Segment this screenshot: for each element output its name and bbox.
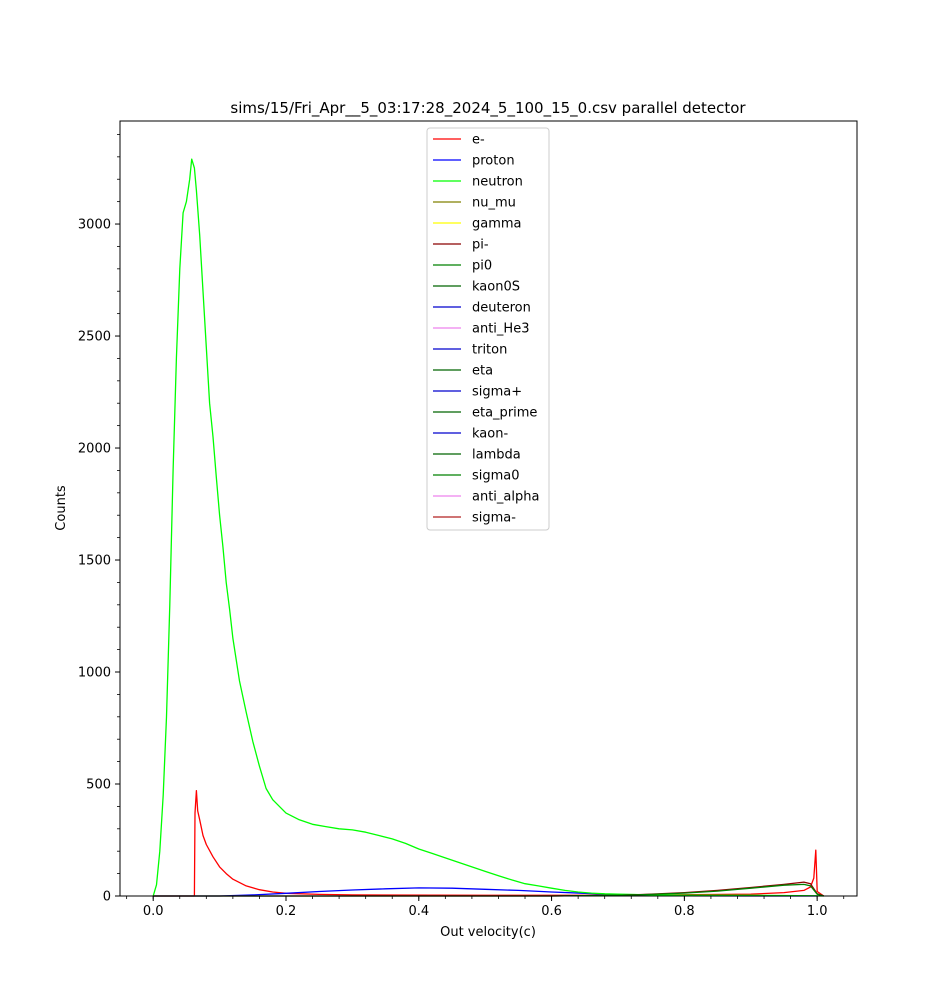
legend-label-0: e-	[472, 133, 485, 148]
x-tick-label: 0.2	[276, 904, 297, 919]
plot-area	[119, 120, 858, 897]
y-axis-label: Counts	[54, 485, 69, 531]
series-line-2	[152, 158, 824, 897]
legend-label-8: deuteron	[472, 301, 531, 316]
chart-title: sims/15/Fri_Apr__5_03:17:28_2024_5_100_1…	[230, 99, 746, 118]
series-layer	[152, 158, 825, 897]
y-tick-label: 1500	[78, 554, 111, 569]
legend-label-7: kaon0S	[472, 280, 520, 295]
x-axis: 0.0 0.2 0.4 0.6 0.8 1.0	[126, 896, 845, 919]
legend-label-14: kaon-	[472, 427, 508, 442]
legend-label-11: eta	[472, 364, 493, 379]
x-axis-label: Out velocity(c)	[440, 925, 536, 940]
legend-label-16: sigma0	[472, 469, 520, 484]
legend-label-9: anti_He3	[472, 322, 529, 337]
y-axis: 0 500 1000 1500 2000 2500 3000	[78, 134, 120, 905]
x-tick-label: 0.8	[674, 904, 695, 919]
x-tick-label: 0.6	[541, 904, 562, 919]
x-tick-label: 0.4	[408, 904, 429, 919]
legend-label-3: nu_mu	[472, 196, 516, 211]
legend-label-2: neutron	[472, 175, 523, 190]
legend-label-17: anti_alpha	[472, 490, 539, 505]
y-tick-label: 2500	[78, 330, 111, 345]
legend-label-5: pi-	[472, 238, 489, 253]
legend-label-15: lambda	[472, 448, 521, 463]
legend-label-13: eta_prime	[472, 406, 537, 421]
legend-label-6: pi0	[472, 259, 492, 274]
legend-label-4: gamma	[472, 217, 522, 232]
legend-label-10: triton	[472, 343, 507, 358]
y-tick-label: 500	[86, 778, 111, 793]
x-tick-label: 1.0	[807, 904, 828, 919]
y-tick-label: 1000	[78, 666, 111, 681]
y-tick-label: 0	[103, 890, 111, 905]
legend-label-18: sigma-	[472, 511, 516, 526]
y-tick-label: 3000	[78, 218, 111, 233]
legend-label-1: proton	[472, 154, 515, 169]
x-tick-label: 0.0	[143, 904, 164, 919]
legend-label-12: sigma+	[472, 385, 522, 400]
legend-box	[426, 127, 550, 531]
plot-frame	[119, 120, 858, 897]
series-line-0	[153, 790, 825, 897]
y-tick-label: 2000	[78, 442, 111, 457]
series-line-6	[153, 883, 824, 897]
